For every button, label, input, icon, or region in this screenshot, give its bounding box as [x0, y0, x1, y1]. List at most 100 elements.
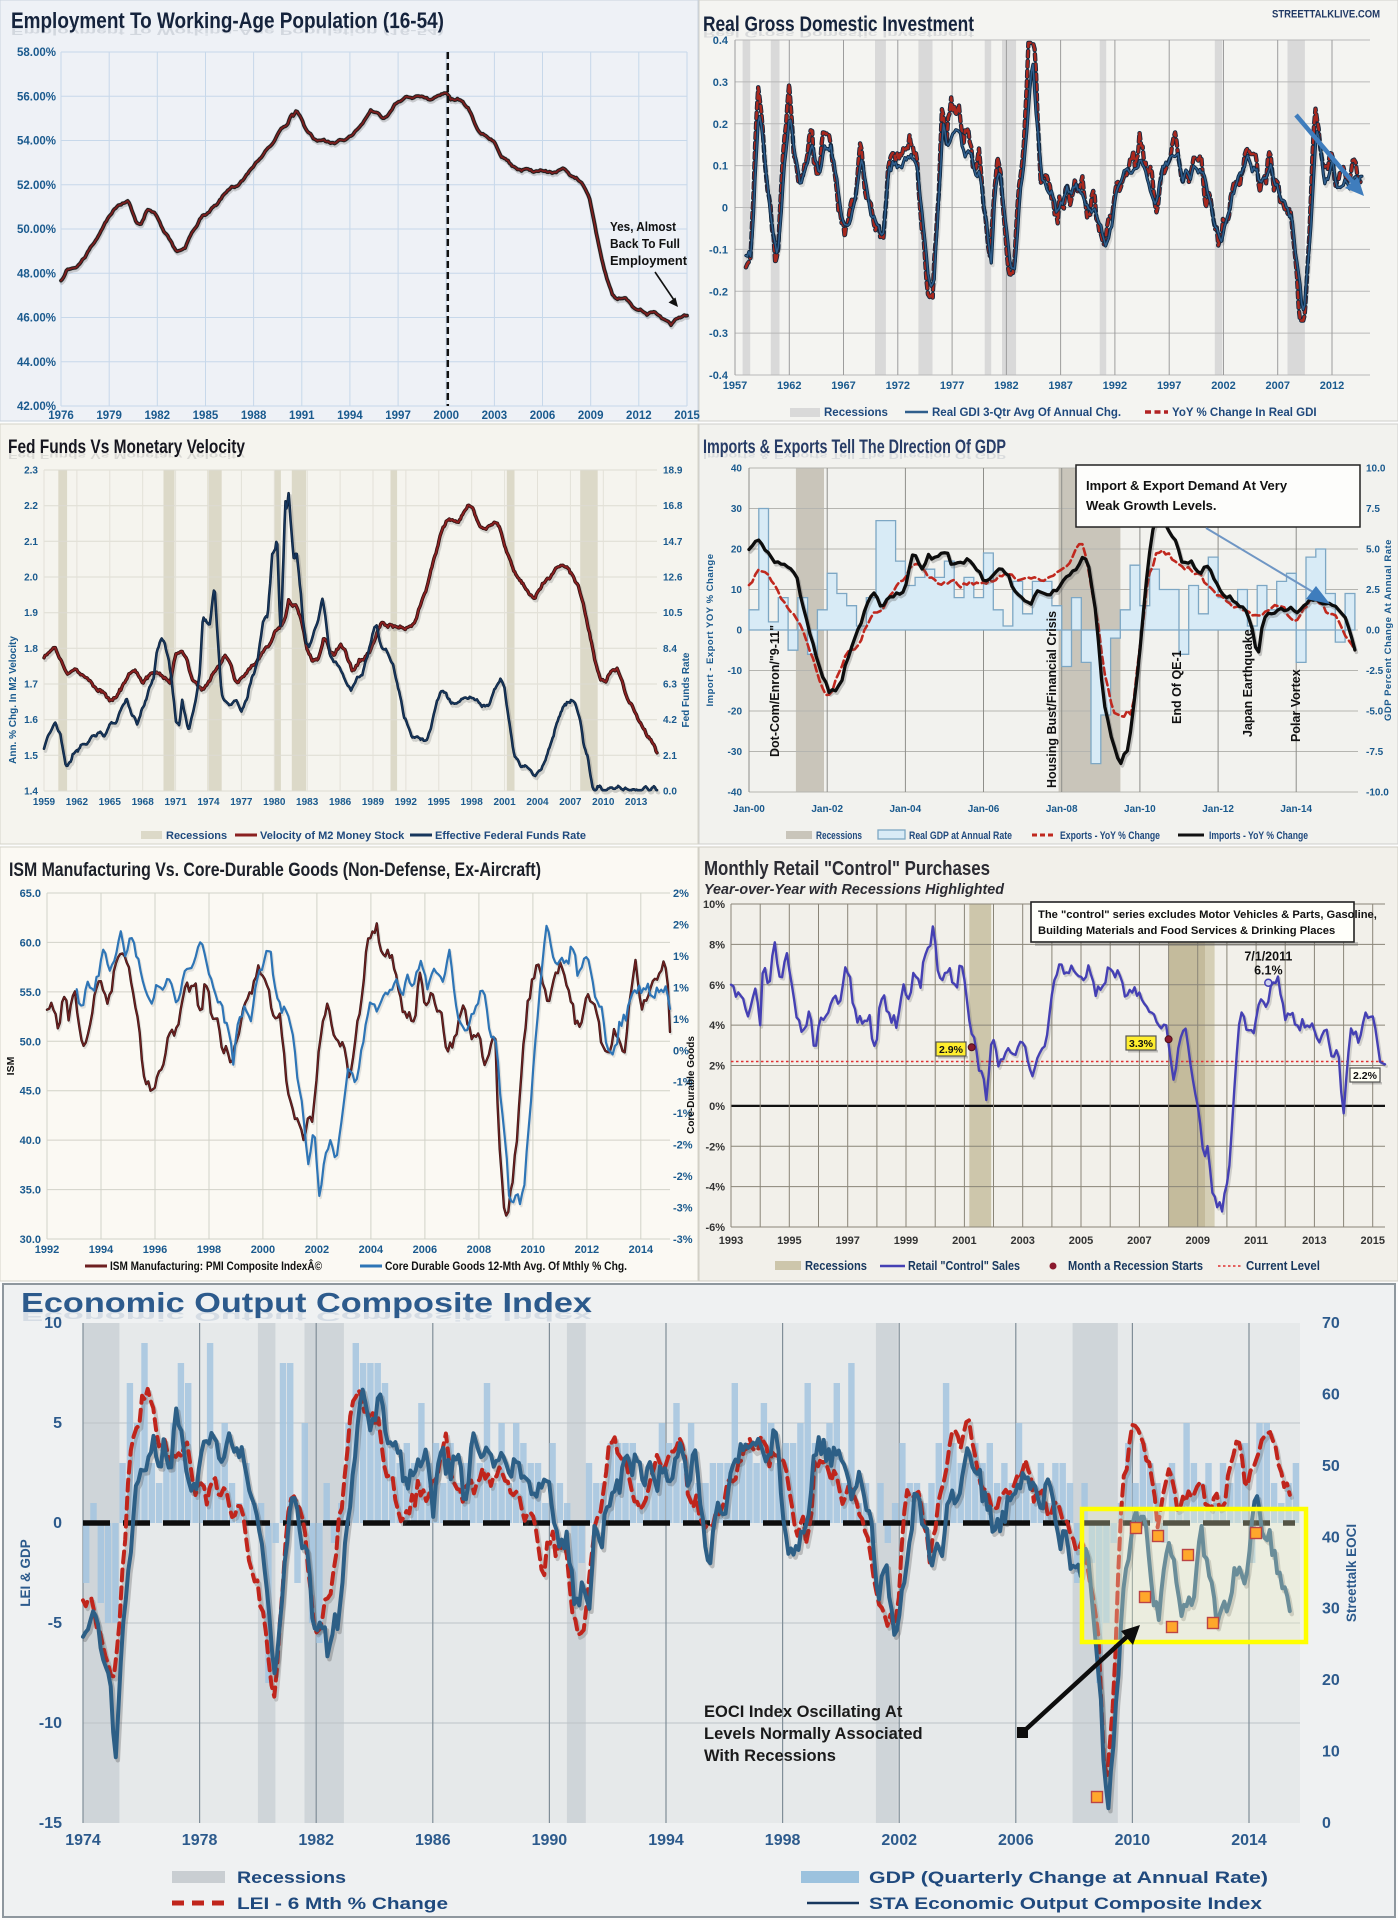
svg-text:5.0: 5.0	[1366, 545, 1380, 556]
svg-text:40.0: 40.0	[20, 1135, 41, 1147]
svg-text:STREETTALKLIVE.COM: STREETTALKLIVE.COM	[1272, 9, 1380, 21]
svg-text:2004: 2004	[526, 797, 549, 808]
svg-text:1988: 1988	[241, 410, 267, 422]
svg-text:0%: 0%	[673, 1045, 689, 1057]
svg-text:1992: 1992	[35, 1244, 59, 1256]
svg-text:48.00%: 48.00%	[17, 268, 56, 280]
svg-text:Fed Funds Vs Monetary Velocity: Fed Funds Vs Monetary Velocity	[8, 451, 246, 460]
svg-text:Japan Earthquake: Japan Earthquake	[1241, 629, 1255, 737]
svg-text:2011: 2011	[1244, 1235, 1268, 1247]
svg-text:2.2: 2.2	[24, 501, 38, 512]
svg-text:End Of QE-1: End Of QE-1	[1170, 650, 1184, 724]
svg-text:1998: 1998	[461, 797, 484, 808]
svg-text:1998: 1998	[197, 1244, 221, 1256]
svg-text:-10: -10	[728, 666, 743, 677]
svg-text:1962: 1962	[66, 797, 89, 808]
svg-text:1995: 1995	[428, 797, 451, 808]
svg-text:Velocity of M2 Money Stock: Velocity of M2 Money Stock	[260, 830, 405, 842]
svg-text:30: 30	[731, 504, 743, 515]
svg-text:GDP (Quarterly Change at Annua: GDP (Quarterly Change at Annual Rate)	[869, 1869, 1268, 1887]
svg-text:4.2: 4.2	[663, 715, 677, 726]
svg-text:1986: 1986	[415, 1832, 451, 1849]
svg-text:Core Durable Goods 12-Mth Avg.: Core Durable Goods 12-Mth Avg. Of Mthly …	[385, 1259, 627, 1273]
svg-text:50.0: 50.0	[20, 1036, 41, 1048]
svg-text:YoY % Change In Real GDI: YoY % Change In Real GDI	[1172, 407, 1317, 419]
svg-text:Imports - YoY % Change: Imports - YoY % Change	[1209, 830, 1308, 842]
svg-text:Economic Output Composite Inde: Economic Output Composite Index	[21, 1309, 592, 1324]
svg-text:10%: 10%	[703, 899, 725, 911]
svg-text:1997: 1997	[835, 1235, 859, 1247]
svg-text:44.00%: 44.00%	[17, 357, 56, 369]
svg-text:1997: 1997	[385, 410, 411, 422]
svg-text:With Recessions: With Recessions	[704, 1747, 836, 1765]
svg-text:1972: 1972	[886, 380, 910, 392]
svg-text:ISM: ISM	[5, 1056, 17, 1075]
svg-text:Year-over-Year with Recessions: Year-over-Year with Recessions Highlight…	[704, 882, 1005, 898]
svg-text:1991: 1991	[289, 410, 315, 422]
svg-text:1965: 1965	[99, 797, 122, 808]
svg-text:Retail "Control" Sales: Retail "Control" Sales	[908, 1259, 1020, 1273]
svg-text:2009: 2009	[1185, 1235, 1209, 1247]
svg-text:7/1/2011: 7/1/2011	[1244, 950, 1292, 964]
svg-text:Recessions: Recessions	[805, 1259, 867, 1273]
svg-text:Jan-06: Jan-06	[968, 804, 1000, 815]
svg-text:The "control" series excludes: The "control" series excludes Motor Vehi…	[1038, 909, 1377, 921]
svg-text:1994: 1994	[89, 1244, 114, 1256]
svg-text:Jan-10: Jan-10	[1124, 804, 1156, 815]
svg-text:Jan-02: Jan-02	[811, 804, 843, 815]
svg-text:2010: 2010	[1115, 1832, 1151, 1849]
svg-text:0.0: 0.0	[1366, 626, 1380, 637]
svg-text:1982: 1982	[994, 380, 1018, 392]
svg-text:Recessions: Recessions	[166, 830, 227, 842]
svg-text:Core-Durable Goods: Core-Durable Goods	[686, 1036, 697, 1134]
svg-text:2002: 2002	[881, 1832, 917, 1849]
svg-text:Recessions: Recessions	[824, 407, 888, 419]
svg-text:3.3%: 3.3%	[1129, 1038, 1154, 1050]
svg-text:2.5: 2.5	[1366, 585, 1380, 596]
svg-text:60.0: 60.0	[20, 937, 41, 949]
svg-text:-7.5: -7.5	[1366, 747, 1384, 758]
svg-text:Streettalk EOCI: Streettalk EOCI	[1344, 1524, 1359, 1622]
svg-text:2.9%: 2.9%	[939, 1044, 964, 1056]
svg-text:18.9: 18.9	[663, 466, 683, 477]
svg-text:Building Materials and Food Se: Building Materials and Food Services & D…	[1038, 925, 1335, 937]
svg-text:1994: 1994	[337, 410, 363, 422]
svg-text:-1%: -1%	[673, 1077, 693, 1089]
svg-text:Recessions: Recessions	[816, 830, 862, 842]
svg-text:0.2: 0.2	[713, 119, 728, 131]
svg-text:2009: 2009	[578, 410, 604, 422]
svg-text:Housing Bust/Financial Crisis: Housing Bust/Financial Crisis	[1045, 611, 1059, 788]
svg-text:2003: 2003	[482, 410, 508, 422]
svg-text:2007: 2007	[1265, 380, 1289, 392]
svg-text:2012: 2012	[626, 410, 652, 422]
svg-text:-10.0: -10.0	[1366, 788, 1389, 799]
svg-text:55.0: 55.0	[20, 987, 41, 999]
svg-text:10.5: 10.5	[663, 608, 683, 619]
svg-text:-30: -30	[728, 747, 743, 758]
svg-text:60: 60	[1322, 1386, 1340, 1403]
svg-text:2012: 2012	[575, 1244, 599, 1256]
svg-text:1985: 1985	[193, 410, 219, 422]
svg-text:-5: -5	[48, 1615, 62, 1632]
svg-text:2000: 2000	[251, 1244, 275, 1256]
svg-text:10.0: 10.0	[1366, 464, 1386, 475]
svg-text:1962: 1962	[777, 380, 801, 392]
svg-text:4%: 4%	[709, 1020, 725, 1032]
svg-text:1997: 1997	[1157, 380, 1181, 392]
svg-text:0: 0	[722, 203, 728, 215]
svg-text:0.0: 0.0	[663, 787, 677, 798]
svg-text:LEI & GDP: LEI & GDP	[18, 1539, 33, 1607]
svg-text:-5.0: -5.0	[1366, 707, 1384, 718]
svg-text:0: 0	[736, 626, 742, 637]
svg-text:10: 10	[1322, 1744, 1340, 1761]
svg-text:1.4: 1.4	[24, 787, 38, 798]
svg-text:2002: 2002	[305, 1244, 329, 1256]
svg-text:-2%: -2%	[673, 1140, 693, 1152]
svg-text:1993: 1993	[719, 1235, 743, 1247]
svg-text:Dot-Com/Enron/"9-11": Dot-Com/Enron/"9-11"	[768, 625, 782, 757]
svg-text:1998: 1998	[765, 1832, 801, 1849]
svg-text:2.2%: 2.2%	[1353, 1070, 1378, 1082]
svg-text:-4%: -4%	[705, 1182, 725, 1194]
svg-text:1980: 1980	[263, 797, 286, 808]
svg-text:-2.5: -2.5	[1366, 666, 1384, 677]
